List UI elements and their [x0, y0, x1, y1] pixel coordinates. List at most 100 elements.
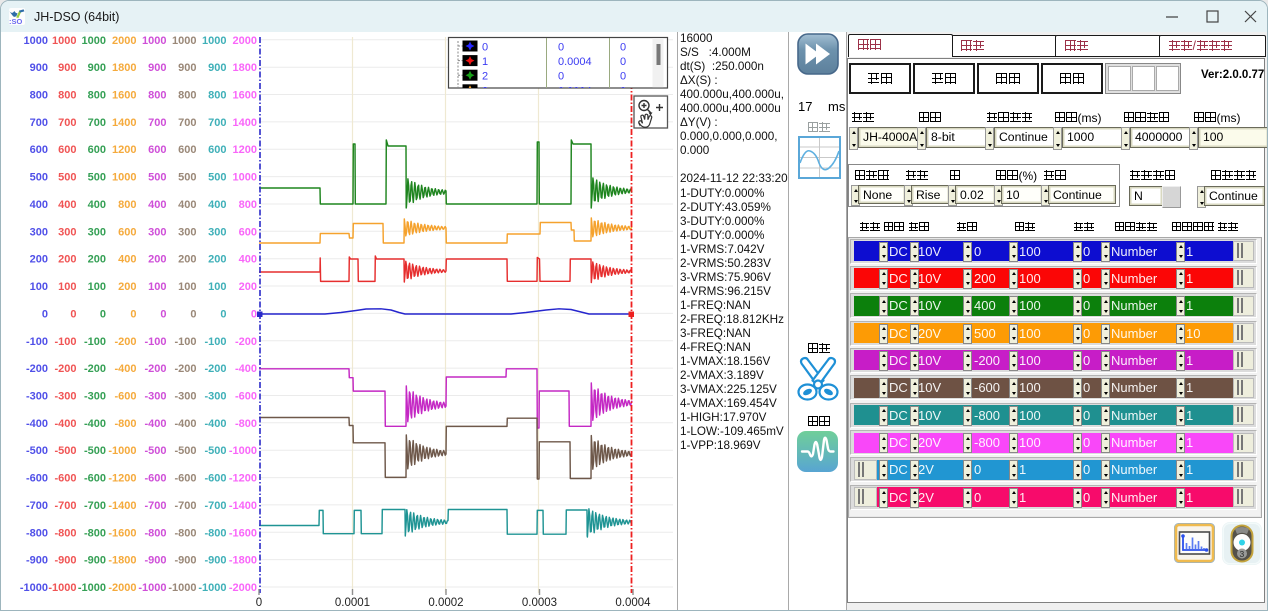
svg-text:0: 0: [130, 308, 136, 320]
svg-text:900: 900: [148, 62, 166, 74]
svg-text:-900: -900: [84, 555, 106, 567]
svg-text:-200: -200: [174, 363, 196, 375]
svg-text:200: 200: [58, 254, 76, 266]
svg-text:-600: -600: [204, 473, 226, 485]
svg-text:-200: -200: [204, 363, 226, 375]
svg-text:0: 0: [620, 42, 626, 54]
svg-text:-600: -600: [26, 473, 48, 485]
svg-text:-200: -200: [114, 336, 136, 348]
svg-text:800: 800: [118, 199, 136, 211]
svg-text:-200: -200: [144, 363, 166, 375]
svg-text:0.0004: 0.0004: [615, 597, 651, 609]
svg-text:1000: 1000: [82, 35, 106, 47]
svg-text:0.0003: 0.0003: [522, 597, 557, 609]
svg-text:3: 3: [1240, 549, 1245, 559]
svg-text:-1400: -1400: [229, 500, 257, 512]
svg-text:200: 200: [148, 254, 166, 266]
svg-text:1: 1: [482, 56, 488, 68]
svg-text:100: 100: [208, 281, 226, 293]
svg-text:-800: -800: [204, 527, 226, 539]
svg-text:500: 500: [208, 172, 226, 184]
svg-text:300: 300: [30, 226, 48, 238]
svg-text:-900: -900: [54, 555, 76, 567]
svg-text:2000: 2000: [233, 35, 257, 47]
svg-text:300: 300: [178, 226, 196, 238]
svg-text:-700: -700: [174, 500, 196, 512]
svg-text:1200: 1200: [233, 144, 257, 156]
svg-text:-200: -200: [54, 363, 76, 375]
svg-text:0.0004: 0.0004: [558, 85, 592, 97]
svg-text:-400: -400: [204, 418, 226, 430]
svg-text:400: 400: [58, 199, 76, 211]
svg-text:-600: -600: [235, 391, 257, 403]
svg-text:-600: -600: [114, 391, 136, 403]
svg-text:-800: -800: [84, 527, 106, 539]
svg-text:700: 700: [178, 117, 196, 129]
svg-text:0: 0: [256, 597, 262, 609]
svg-text:-300: -300: [84, 391, 106, 403]
svg-text:600: 600: [148, 144, 166, 156]
svg-text:100: 100: [88, 281, 106, 293]
svg-text:-300: -300: [54, 391, 76, 403]
svg-text:-1000: -1000: [78, 582, 106, 594]
svg-text:-300: -300: [174, 391, 196, 403]
svg-text:400: 400: [148, 199, 166, 211]
svg-text:-200: -200: [84, 363, 106, 375]
svg-text:0: 0: [620, 85, 626, 97]
svg-text:0: 0: [220, 308, 226, 320]
svg-text:300: 300: [88, 226, 106, 238]
svg-text:600: 600: [30, 144, 48, 156]
svg-text:-700: -700: [26, 500, 48, 512]
svg-text:700: 700: [148, 117, 166, 129]
svg-text:500: 500: [148, 172, 166, 184]
svg-text:0: 0: [190, 308, 196, 320]
svg-text:-900: -900: [144, 555, 166, 567]
svg-text:-1000: -1000: [229, 445, 257, 457]
svg-text:1000: 1000: [172, 35, 196, 47]
svg-text:100: 100: [178, 281, 196, 293]
svg-text:-800: -800: [144, 527, 166, 539]
svg-text:200: 200: [88, 254, 106, 266]
svg-text:0: 0: [558, 42, 564, 54]
svg-text:-200: -200: [235, 336, 257, 348]
svg-text:-400: -400: [54, 418, 76, 430]
svg-text:-2000: -2000: [229, 582, 257, 594]
svg-text:900: 900: [30, 62, 48, 74]
svg-text:-900: -900: [174, 555, 196, 567]
svg-text:500: 500: [58, 172, 76, 184]
svg-text:-100: -100: [204, 336, 226, 348]
svg-text:700: 700: [88, 117, 106, 129]
svg-text:1400: 1400: [233, 117, 257, 129]
svg-text:800: 800: [148, 90, 166, 102]
svg-text:-800: -800: [114, 418, 136, 430]
svg-text:3: 3: [482, 85, 488, 97]
svg-text:500: 500: [178, 172, 196, 184]
svg-text:-400: -400: [26, 418, 48, 430]
svg-text:-600: -600: [54, 473, 76, 485]
svg-text:0: 0: [160, 308, 166, 320]
svg-text:-500: -500: [26, 445, 48, 457]
svg-text:400: 400: [239, 254, 257, 266]
svg-text:400: 400: [118, 254, 136, 266]
svg-text:-700: -700: [204, 500, 226, 512]
svg-text:-500: -500: [84, 445, 106, 457]
svg-text:0: 0: [620, 71, 626, 83]
svg-text:-1000: -1000: [108, 445, 136, 457]
svg-text:1400: 1400: [112, 117, 136, 129]
svg-text:600: 600: [178, 144, 196, 156]
svg-text:0.0004: 0.0004: [558, 56, 592, 68]
svg-text:800: 800: [88, 90, 106, 102]
svg-text:-1000: -1000: [48, 582, 76, 594]
svg-text:-500: -500: [144, 445, 166, 457]
svg-text:200: 200: [239, 281, 257, 293]
svg-text:500: 500: [88, 172, 106, 184]
svg-text:-500: -500: [174, 445, 196, 457]
svg-text:-500: -500: [54, 445, 76, 457]
svg-text:-400: -400: [235, 363, 257, 375]
svg-text:400: 400: [178, 199, 196, 211]
svg-text:-2000: -2000: [108, 582, 136, 594]
svg-text:-400: -400: [174, 418, 196, 430]
svg-text:600: 600: [118, 226, 136, 238]
svg-text:0: 0: [620, 56, 626, 68]
svg-text:1000: 1000: [52, 35, 76, 47]
